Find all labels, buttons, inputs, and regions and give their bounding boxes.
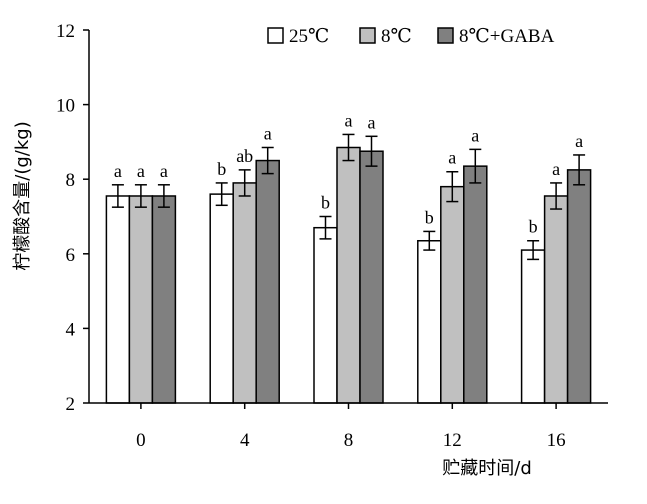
bar [105, 195, 131, 404]
significance-label: b [321, 193, 330, 213]
significance-label: a [264, 123, 272, 143]
bars-layer [105, 133, 592, 404]
significance-label: b [425, 207, 434, 227]
significance-label: a [575, 131, 583, 151]
x-tick-label: 8 [344, 430, 354, 451]
bar [151, 195, 177, 404]
significance-label: b [217, 159, 226, 179]
bar [255, 159, 280, 404]
y-axis-title: 柠檬酸含量/(g/kg) [12, 121, 33, 270]
axes-layer [83, 29, 608, 409]
y-tick-label: 2 [66, 394, 76, 415]
legend-label: 8℃ [381, 26, 412, 47]
significance-label: ab [236, 146, 253, 166]
bar [209, 193, 234, 404]
x-tick-label: 16 [547, 430, 566, 451]
bar [463, 165, 488, 404]
legend: 25℃ 8℃ 8℃+GABA [267, 26, 555, 47]
significance-label: b [529, 217, 538, 237]
bar [313, 226, 338, 404]
significance-label: a [471, 125, 479, 145]
legend-label: 25℃ [289, 26, 329, 47]
bar [232, 182, 257, 404]
significance-label: a [114, 161, 122, 181]
legend-label: 8℃+GABA [459, 26, 555, 47]
y-tick-label: 12 [56, 21, 75, 42]
x-tick-label: 4 [240, 430, 250, 451]
significance-label: a [160, 161, 168, 181]
x-axis-title: 贮藏时间/d [442, 458, 532, 479]
bar [566, 169, 592, 404]
legend-swatch [437, 27, 454, 44]
legend-swatch [359, 27, 376, 44]
significance-label: a [137, 161, 145, 181]
y-tick-label: 6 [66, 245, 76, 266]
significance-label: a [552, 159, 560, 179]
bar [520, 249, 546, 404]
x-tick-label: 12 [443, 430, 462, 451]
bar [336, 146, 361, 404]
significance-label: a [345, 110, 353, 130]
x-tick-label: 0 [136, 430, 146, 451]
y-tick-label: 4 [66, 319, 76, 340]
bar [359, 150, 384, 404]
legend-swatch [267, 27, 284, 44]
significance-label: a [448, 148, 456, 168]
bar [543, 195, 569, 404]
bar [128, 195, 154, 404]
y-tick-label: 10 [56, 96, 75, 117]
bar [440, 185, 465, 404]
significance-label: a [368, 112, 376, 132]
y-tick-label: 8 [66, 170, 76, 191]
bar [417, 239, 442, 404]
